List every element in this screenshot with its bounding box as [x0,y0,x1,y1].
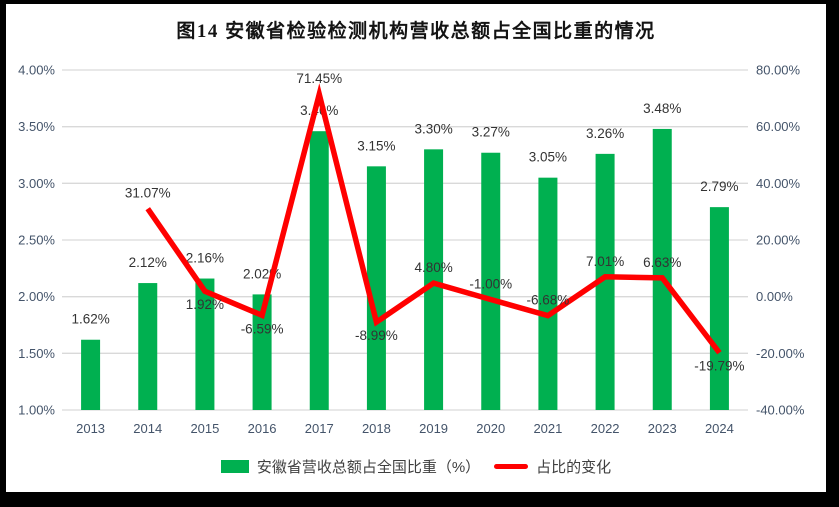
x-axis-category-label: 2021 [533,421,562,436]
line-data-label: -19.79% [694,359,744,374]
line-data-label: 4.80% [414,260,452,275]
bar-2020[interactable] [481,152,501,410]
x-axis-category-label: 2014 [133,421,162,436]
x-axis-category-label: 2024 [705,421,734,436]
bar-data-label: 3.26% [586,126,624,141]
left-axis-tick-label: 3.00% [18,176,55,191]
bar-2016[interactable] [252,294,272,410]
bar-2017[interactable] [309,131,329,410]
left-axis-tick-label: 1.50% [18,346,55,361]
bar-2024[interactable] [709,207,729,410]
line-data-label: 6.63% [643,255,681,270]
left-axis-tick-label: 2.50% [18,233,55,248]
chart-plot: 4.00% 3.50% 3.00% 2.50% 2.00% 1.50% 1.00% 80.00… [18,63,805,437]
line-data-label: -1.00% [469,277,512,292]
bar-data-label: 3.05% [529,150,567,165]
legend-item-bar-series[interactable]: 安徽省营收总额占全国比重（%） [220,456,481,477]
x-axis-category-label: 2017 [305,421,334,436]
bar-data-label: 3.30% [414,121,452,136]
bar-2018[interactable] [366,166,386,410]
x-axis-category-label: 2013 [76,421,105,436]
x-axis-category-label: 2022 [591,421,620,436]
x-axis-category-label: 2015 [190,421,219,436]
legend-label: 安徽省营收总额占全国比重（%） [256,458,481,476]
bar-2023[interactable] [652,128,672,410]
right-axis-tick-label: -40.00% [756,403,805,418]
left-axis-tick-label: 1.00% [18,403,55,418]
bar-data-label: 2.16% [186,251,224,266]
x-axis-category-label: 2020 [476,421,505,436]
x-axis-category-label: 2016 [248,421,277,436]
legend-item-line-series[interactable]: 占比的变化 [494,456,611,477]
left-axis-tick-label: 3.50% [18,119,55,134]
bar-data-label: 3.46% [300,103,338,118]
line-series[interactable] [145,83,722,355]
line-data-label: -8.99% [355,328,398,343]
left-axis-tick-label: 2.00% [18,289,55,304]
right-axis-tick-label: 60.00% [756,119,801,134]
x-axis-category-label: 2018 [362,421,391,436]
bar-data-label: 3.48% [643,101,681,116]
line-series-swatch-icon [494,463,529,469]
right-axis-tick-label: 80.00% [756,63,801,78]
chart-canvas: 图14 安徽省检验检测机构营收总额占全国比重的情况 4.00% 3.50% 3.00… [6,4,826,492]
bar-data-label: 3.15% [357,138,395,153]
bar-series-swatch-icon [220,459,249,473]
bar-2022[interactable] [595,153,615,410]
x-axis-category-label: 2023 [648,421,677,436]
line-data-label: 7.01% [586,254,624,269]
bar-2015[interactable] [195,278,215,410]
bar-data-label: 3.27% [472,125,510,140]
right-axis-tick-label: -20.00% [756,346,805,361]
right-axis-tick-label: 0.00% [756,289,793,304]
bar-2019[interactable] [424,149,444,411]
bar-data-label: 2.12% [129,255,167,270]
bar-2014[interactable] [138,283,158,410]
line-data-label: 71.45% [296,71,342,86]
chart-title: 图14 安徽省检验检测机构营收总额占全国比重的情况 [176,21,656,42]
bar-2013[interactable] [81,339,101,410]
bar-data-label: 1.62% [71,312,109,327]
chart-legend: 安徽省营收总额占全国比重（%） 占比的变化 [6,454,826,478]
bar-data-label: 2.79% [700,179,738,194]
right-axis-tick-label: 20.00% [756,233,801,248]
bar-2021[interactable] [538,177,558,410]
line-data-label: -6.59% [241,321,284,336]
line-data-label: -6.68% [527,293,570,308]
x-axis-category-label: 2019 [419,421,448,436]
right-axis-tick-label: 40.00% [756,176,801,191]
left-axis-tick-label: 4.00% [18,63,55,78]
line-data-label: 1.92% [186,297,224,312]
legend-label: 占比的变化 [536,458,612,476]
line-data-label: 31.07% [125,186,171,201]
